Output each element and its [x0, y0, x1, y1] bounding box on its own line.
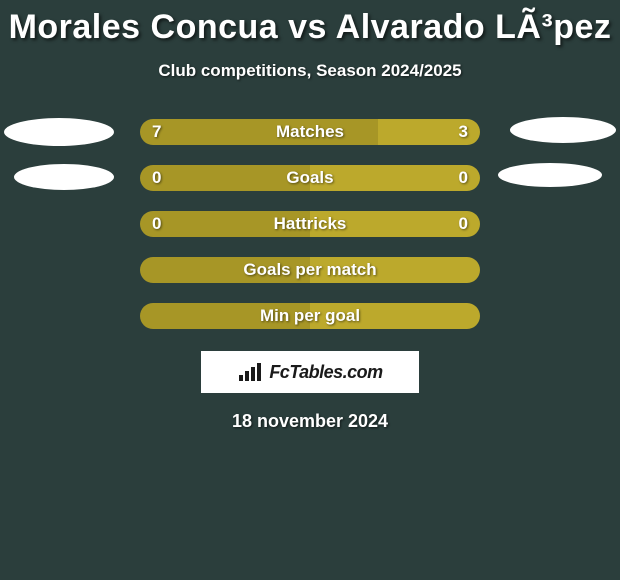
player-ellipse-left	[14, 164, 114, 190]
stat-bar-right	[310, 303, 480, 329]
stat-rows: 7 Matches 3 0 Goals 0 0 Hattricks 0 Go	[0, 119, 620, 329]
page-title: Morales Concua vs Alvarado LÃ³pez	[0, 0, 620, 47]
stat-bar: 7 Matches 3	[140, 119, 480, 145]
stat-row-mpg: Min per goal	[0, 303, 620, 329]
stat-bar-left	[140, 303, 310, 329]
stat-bar: Goals per match	[140, 257, 480, 283]
stat-bar: 0 Hattricks 0	[140, 211, 480, 237]
stat-bar-right	[378, 119, 480, 145]
stat-bar: 0 Goals 0	[140, 165, 480, 191]
stat-bar-left	[140, 211, 310, 237]
bar-chart-icon	[237, 361, 263, 383]
logo-text: FcTables.com	[269, 362, 382, 383]
stat-row-goals: 0 Goals 0	[0, 165, 620, 191]
stat-bar: Min per goal	[140, 303, 480, 329]
date-text: 18 november 2024	[0, 411, 620, 432]
player-ellipse-right	[510, 117, 616, 143]
stat-bar-left	[140, 257, 310, 283]
stat-bar-right	[310, 211, 480, 237]
player-ellipse-right	[498, 163, 602, 187]
stat-bar-left	[140, 165, 310, 191]
stat-bar-right	[310, 165, 480, 191]
stat-row-hattricks: 0 Hattricks 0	[0, 211, 620, 237]
stat-bar-right	[310, 257, 480, 283]
stat-bar-left	[140, 119, 378, 145]
logo-box[interactable]: FcTables.com	[201, 351, 419, 393]
player-ellipse-left	[4, 118, 114, 146]
stat-row-matches: 7 Matches 3	[0, 119, 620, 145]
subtitle: Club competitions, Season 2024/2025	[0, 61, 620, 81]
stat-row-gpm: Goals per match	[0, 257, 620, 283]
